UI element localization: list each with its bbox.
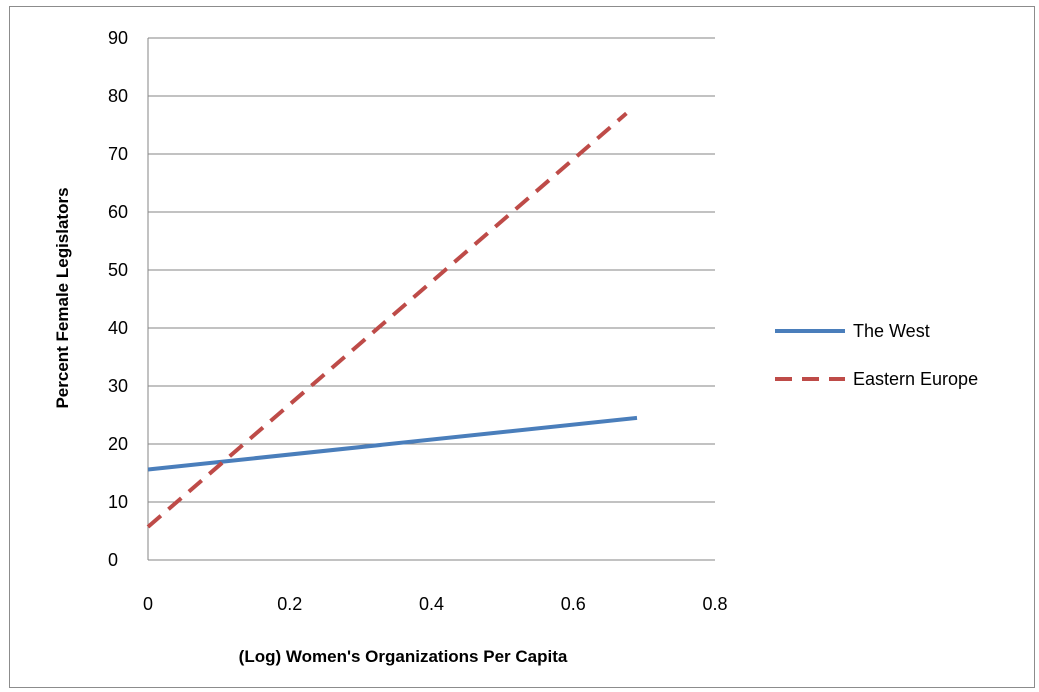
legend: The West Eastern Europe [775, 321, 978, 389]
y-tick-label: 20 [108, 434, 128, 454]
x-tick-label: 0.6 [561, 594, 586, 614]
y-tick-label: 30 [108, 376, 128, 396]
x-tick-label: 0 [143, 594, 153, 614]
y-axis-title: Percent Female Legislators [53, 187, 72, 408]
y-tick-label: 0 [108, 550, 118, 570]
legend-label-the-west: The West [853, 321, 930, 341]
legend-label-eastern-europe: Eastern Europe [853, 369, 978, 389]
series-line-the-west [147, 415, 638, 472]
y-tick-label: 60 [108, 202, 128, 222]
y-tick-label: 70 [108, 144, 128, 164]
y-tick-label: 50 [108, 260, 128, 280]
y-tick-label: 90 [108, 28, 128, 48]
y-tick-label: 80 [108, 86, 128, 106]
gridlines [147, 37, 715, 561]
y-tick-label: 10 [108, 492, 128, 512]
x-axis-title: (Log) Women's Organizations Per Capita [239, 647, 568, 666]
x-tick-label: 0.4 [419, 594, 444, 614]
y-tick-label: 40 [108, 318, 128, 338]
series-line-eastern-europe [146, 111, 628, 529]
x-tick-label: 0.8 [702, 594, 727, 614]
x-axis-ticks: 0 0.2 0.4 0.6 0.8 [143, 594, 728, 614]
x-tick-label: 0.2 [277, 594, 302, 614]
series-lines [146, 111, 638, 529]
y-axis-ticks: 0 10 20 30 40 50 60 70 80 90 [108, 28, 128, 570]
chart-frame [9, 6, 1035, 688]
